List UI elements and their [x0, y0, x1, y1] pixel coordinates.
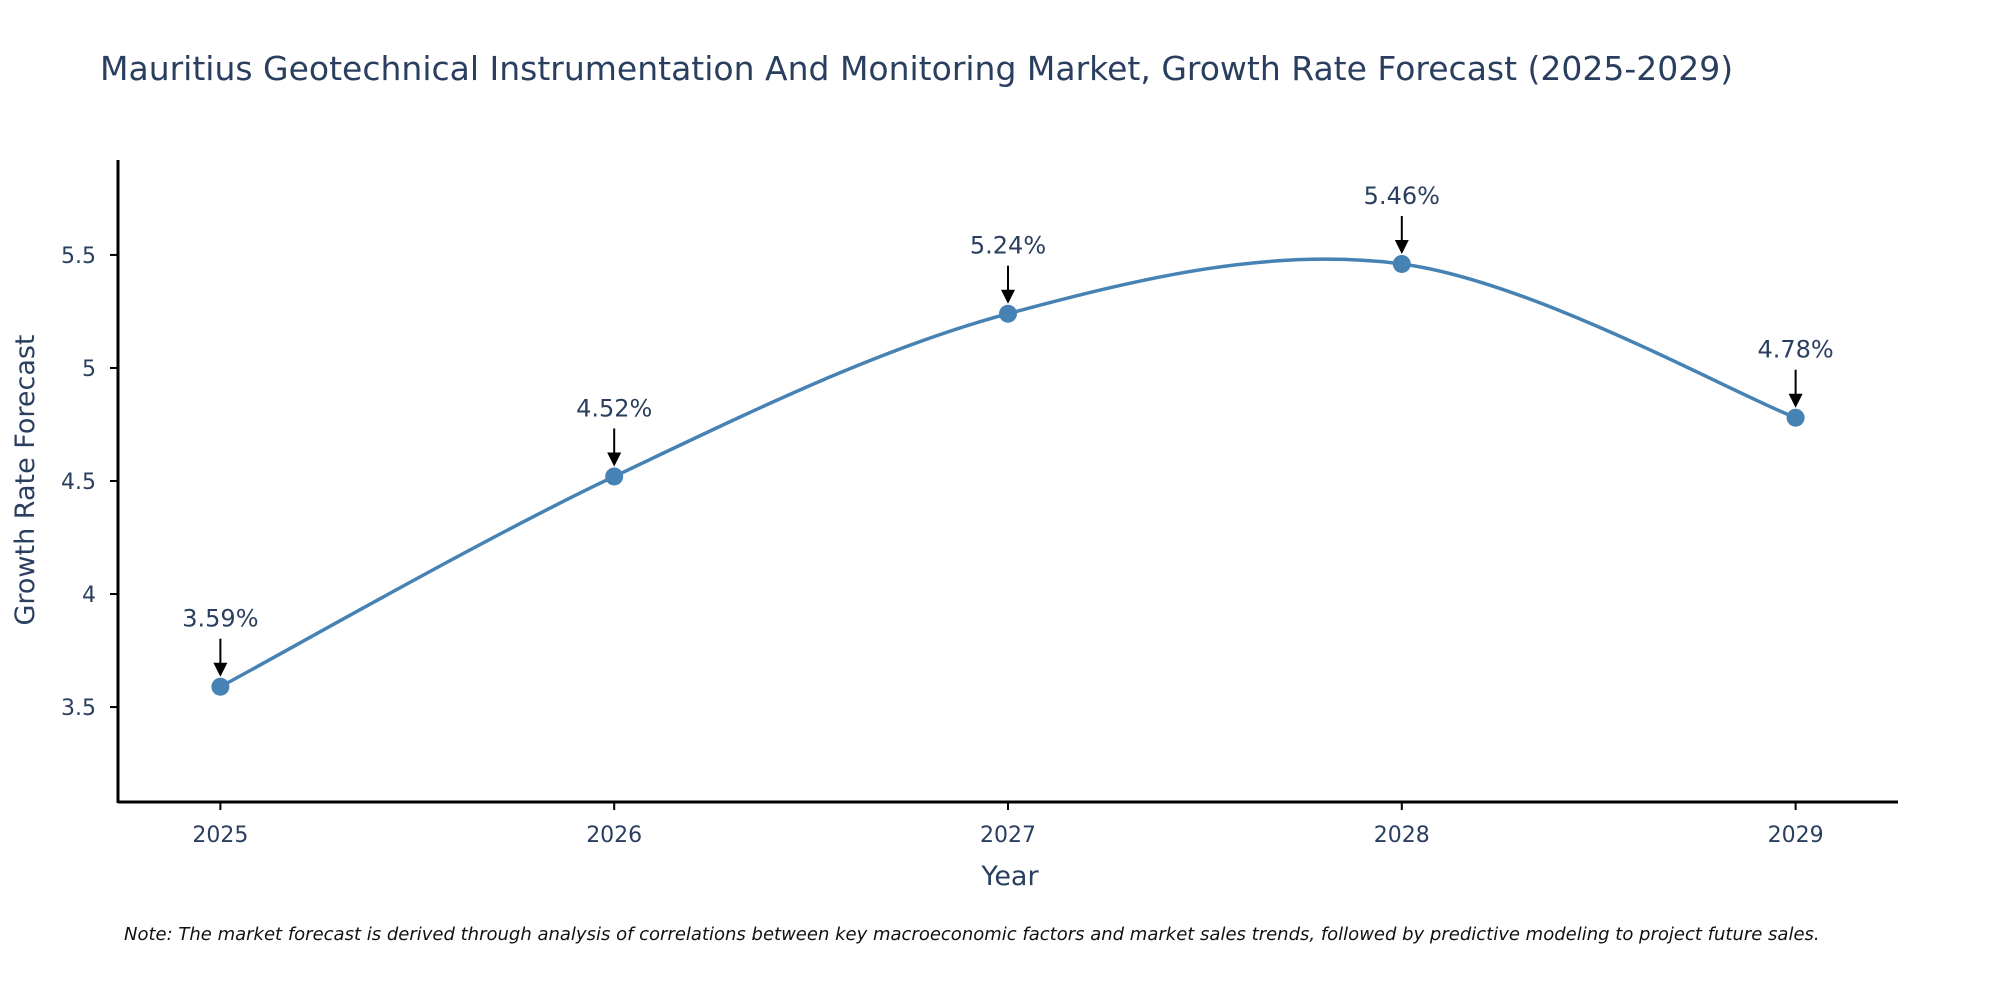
data-point	[1786, 408, 1805, 427]
y-axis-title: Growth Rate Forecast	[10, 334, 41, 625]
data-label: 5.24%	[970, 232, 1046, 260]
y-tick-label: 4	[82, 583, 96, 608]
annotation-arrow-head	[1001, 289, 1015, 304]
y-tick-label: 4.5	[61, 470, 96, 495]
plot-area: 3.5 4 4.5 5 5.5 2025 2026 2027 2028 2029 3.59% 4.…	[61, 160, 1898, 848]
data-annotations: 3.59% 4.52% 5.24% 5.46% 4.78%	[182, 182, 1834, 677]
data-label: 5.46%	[1364, 182, 1440, 210]
annotation-arrow-head	[1394, 239, 1409, 254]
y-tick-label: 5	[82, 357, 96, 382]
annotation-arrow-head	[1788, 393, 1803, 408]
data-label: 4.52%	[576, 394, 652, 422]
x-tick-label: 2027	[980, 823, 1036, 848]
x-tick-label: 2029	[1768, 823, 1824, 848]
data-point	[605, 467, 624, 486]
y-axis-ticks: 3.5 4 4.5 5 5.5	[61, 244, 118, 721]
y-tick-label: 5.5	[61, 244, 96, 269]
x-tick-label: 2028	[1374, 823, 1430, 848]
chart-title: Mauritius Geotechnical Instrumentation A…	[100, 49, 1733, 88]
x-axis-title: Year	[980, 861, 1039, 892]
data-markers	[211, 254, 1805, 696]
data-point	[211, 677, 230, 696]
x-tick-label: 2025	[192, 823, 248, 848]
data-point	[999, 304, 1017, 323]
data-label: 3.59%	[182, 605, 258, 633]
data-label: 4.78%	[1757, 336, 1833, 364]
footnote: Note: The market forecast is derived thr…	[124, 924, 1820, 945]
data-point	[1392, 254, 1411, 273]
x-tick-label: 2026	[586, 823, 642, 848]
annotation-arrow-head	[213, 662, 228, 677]
x-axis-ticks: 2025 2026 2027 2028 2029	[192, 802, 1824, 848]
annotation-arrow-head	[607, 452, 622, 467]
y-tick-label: 3.5	[61, 696, 96, 721]
series-line	[219, 257, 1797, 689]
